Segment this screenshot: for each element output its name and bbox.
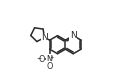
Text: N: N xyxy=(47,55,53,64)
Text: O: O xyxy=(38,55,45,64)
Text: N: N xyxy=(41,33,48,42)
Text: N: N xyxy=(70,31,77,40)
Text: −: − xyxy=(36,55,42,60)
Text: O: O xyxy=(46,62,53,71)
Text: +: + xyxy=(49,55,54,60)
